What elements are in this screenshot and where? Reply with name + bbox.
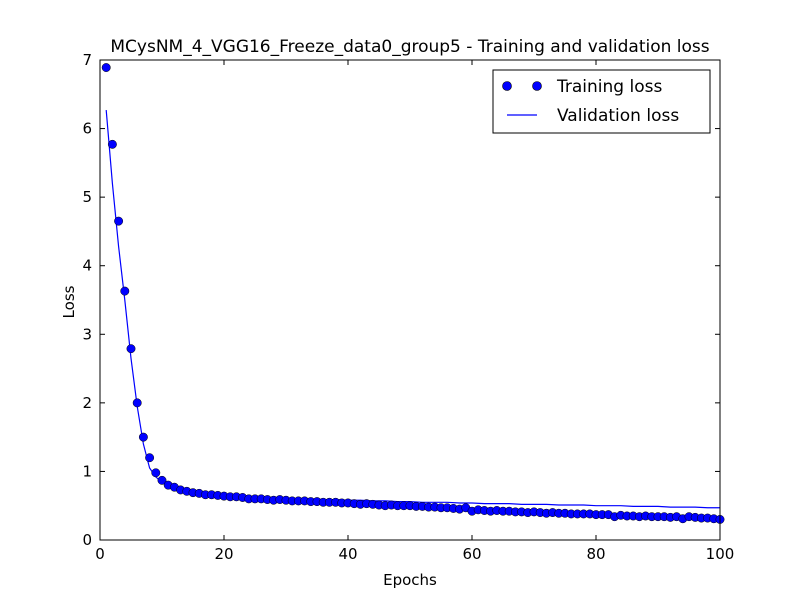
training-loss-point bbox=[101, 63, 111, 72]
y-axis-label: Loss bbox=[60, 285, 78, 318]
y-tick-label: 2 bbox=[82, 394, 92, 412]
legend: Training loss Validation loss bbox=[492, 69, 711, 134]
y-tick-label: 0 bbox=[82, 531, 92, 549]
y-tick-label: 1 bbox=[82, 462, 92, 480]
y-tick-label: 3 bbox=[82, 325, 92, 343]
y-tick-label: 7 bbox=[82, 51, 92, 69]
legend-marker-training-2 bbox=[532, 81, 542, 91]
y-tick-label: 4 bbox=[82, 257, 92, 275]
x-tick-label: 100 bbox=[706, 545, 735, 563]
x-tick-label: 0 bbox=[95, 545, 105, 563]
y-tick-label: 6 bbox=[82, 120, 92, 138]
training-loss-point bbox=[126, 344, 136, 354]
plot-frame bbox=[99, 59, 721, 541]
y-tick-label: 5 bbox=[82, 188, 92, 206]
training-loss-point bbox=[120, 286, 130, 296]
training-loss-point bbox=[107, 139, 117, 149]
legend-label-training: Training loss bbox=[556, 77, 662, 97]
chart-title: MCysNM_4_VGG16_Freeze_data0_group5 - Tra… bbox=[110, 37, 709, 57]
legend-marker-training-1 bbox=[502, 81, 512, 91]
x-tick-label: 20 bbox=[214, 545, 233, 563]
training-loss-point bbox=[114, 216, 124, 226]
training-loss-point bbox=[157, 475, 167, 485]
training-loss-point bbox=[145, 453, 155, 463]
training-loss-point bbox=[132, 398, 142, 408]
x-tick-label: 40 bbox=[338, 545, 357, 563]
plot-area bbox=[99, 59, 725, 541]
x-tick-label: 60 bbox=[462, 545, 481, 563]
plot-background bbox=[100, 60, 720, 540]
x-axis-label: Epochs bbox=[383, 571, 437, 589]
x-axis: 0 20 40 60 80 100 bbox=[95, 60, 734, 563]
training-loss-point bbox=[151, 468, 161, 478]
x-tick-label: 80 bbox=[586, 545, 605, 563]
legend-label-validation: Validation loss bbox=[557, 106, 679, 126]
legend-box bbox=[492, 69, 711, 134]
y-axis: 0 1 2 3 4 5 6 7 bbox=[82, 51, 720, 549]
training-loss-point bbox=[138, 432, 148, 442]
